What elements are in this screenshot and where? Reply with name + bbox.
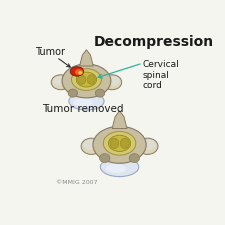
- Ellipse shape: [74, 99, 92, 107]
- Ellipse shape: [53, 76, 65, 86]
- Ellipse shape: [93, 126, 146, 163]
- Text: Tumor: Tumor: [35, 47, 65, 57]
- Ellipse shape: [51, 75, 70, 90]
- Ellipse shape: [137, 138, 158, 154]
- Ellipse shape: [106, 164, 126, 173]
- Ellipse shape: [72, 69, 101, 90]
- Ellipse shape: [75, 69, 83, 75]
- Text: ©MMIG 2007: ©MMIG 2007: [56, 180, 97, 185]
- Ellipse shape: [68, 89, 78, 97]
- Ellipse shape: [95, 89, 105, 97]
- Ellipse shape: [78, 75, 86, 84]
- Ellipse shape: [108, 135, 131, 151]
- Ellipse shape: [83, 140, 97, 150]
- Text: Decompression: Decompression: [93, 35, 214, 49]
- Ellipse shape: [69, 92, 104, 110]
- Ellipse shape: [70, 67, 84, 76]
- Text: Tumor removed: Tumor removed: [43, 104, 124, 114]
- Ellipse shape: [142, 140, 156, 150]
- Ellipse shape: [87, 75, 95, 84]
- Polygon shape: [80, 50, 93, 66]
- Ellipse shape: [76, 72, 97, 87]
- Ellipse shape: [110, 138, 119, 148]
- Ellipse shape: [120, 138, 129, 148]
- Polygon shape: [112, 111, 127, 128]
- Ellipse shape: [78, 71, 82, 74]
- Ellipse shape: [129, 154, 140, 162]
- Text: Cervical
spinal
cord: Cervical spinal cord: [143, 60, 179, 90]
- Ellipse shape: [62, 64, 111, 98]
- Ellipse shape: [100, 157, 139, 177]
- Ellipse shape: [108, 76, 120, 86]
- Ellipse shape: [103, 75, 122, 90]
- Ellipse shape: [81, 138, 102, 154]
- Ellipse shape: [103, 131, 136, 155]
- Ellipse shape: [100, 154, 110, 162]
